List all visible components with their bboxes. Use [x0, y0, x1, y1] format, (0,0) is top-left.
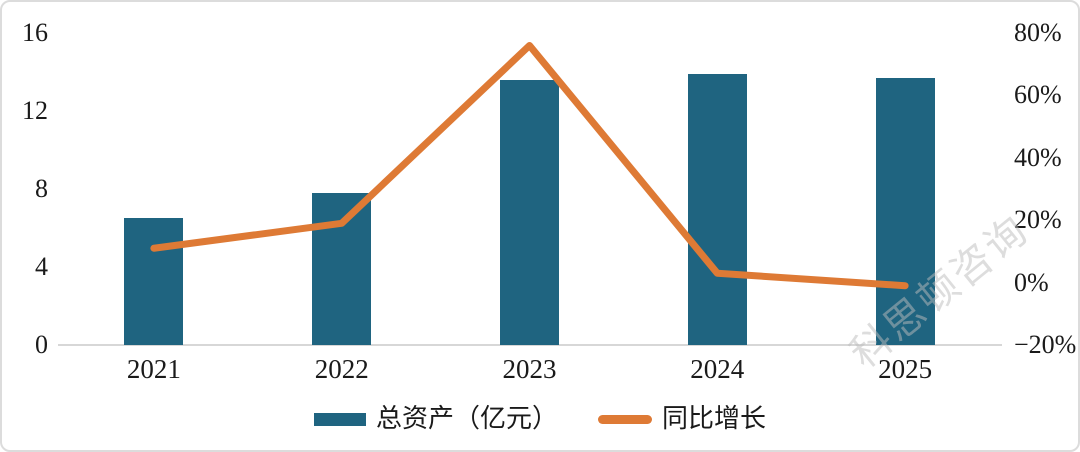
right-axis-tick: 80% [1014, 18, 1062, 47]
bar-2021 [124, 218, 184, 345]
legend-item-total-assets: 总资产（亿元） [313, 404, 558, 433]
legend: 总资产（亿元） 同比增长 [2, 405, 1078, 433]
left-axis-tick: 0 [35, 330, 48, 359]
left-axis-tick: 8 [35, 174, 48, 203]
left-axis-tick: 16 [22, 18, 48, 47]
legend-bar-swatch [313, 412, 366, 426]
bar-2024 [687, 73, 747, 345]
x-axis-label-2022: 2022 [314, 354, 369, 384]
bar-2022 [312, 192, 372, 345]
x-axis-label-2023: 2023 [502, 354, 557, 384]
x-axis-line [58, 344, 1002, 346]
right-axis-tick: 20% [1014, 205, 1062, 235]
legend-item-yoy-growth: 同比增长 [598, 405, 766, 433]
left-axis-tick: 4 [35, 252, 48, 281]
left-axis-tick: 12 [22, 96, 48, 125]
legend-line-swatch [598, 414, 652, 424]
bar-2025 [875, 77, 935, 345]
right-axis-tick: −20% [1014, 330, 1077, 359]
x-axis-label-2024: 2024 [690, 354, 745, 384]
right-axis-tick: 40% [1014, 142, 1062, 172]
legend-line-label: 同比增长 [662, 404, 767, 433]
right-axis-tick: 0% [1014, 267, 1049, 297]
right-axis-tick: 60% [1014, 80, 1062, 110]
bar-2023 [500, 79, 559, 345]
legend-bar-label: 总资产（亿元） [375, 404, 558, 433]
x-axis-label-2025: 2025 [878, 354, 933, 384]
x-axis-label-2021: 2021 [126, 354, 181, 384]
